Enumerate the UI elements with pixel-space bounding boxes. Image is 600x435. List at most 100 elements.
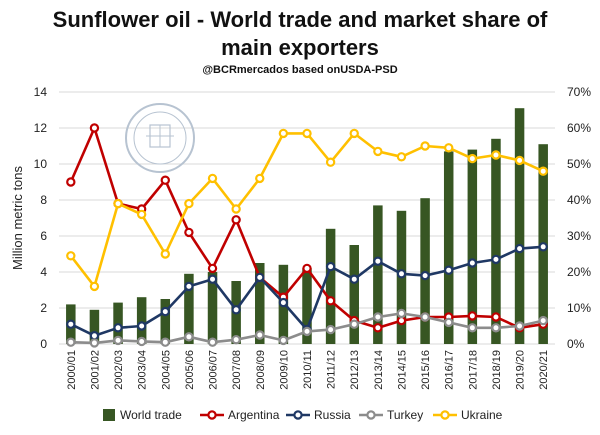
y2-tick-label: 50% <box>567 157 591 171</box>
point-argentina <box>467 311 478 321</box>
point-russia <box>66 319 76 329</box>
line-series <box>66 123 548 348</box>
legend-marker-turkey <box>366 410 376 420</box>
point-turkey <box>514 321 525 331</box>
point-ukraine <box>420 141 430 151</box>
point-ukraine <box>278 128 289 139</box>
point-ukraine <box>491 150 501 160</box>
x-tick-label: 2017/18 <box>467 350 479 390</box>
point-argentina <box>160 175 170 185</box>
point-ukraine <box>184 198 194 209</box>
chart-title-line-1: Sunflower oil - World trade and market s… <box>52 7 548 32</box>
bar-world-trade <box>160 299 171 344</box>
legend-marker-argentina <box>207 410 217 420</box>
point-ukraine <box>349 128 359 139</box>
x-tick-label: 2018/19 <box>491 350 503 390</box>
y2-tick-label: 20% <box>567 265 591 279</box>
y2-tick-label: 30% <box>567 229 591 243</box>
y-tick-label: 6 <box>40 229 47 243</box>
point-turkey <box>349 319 359 329</box>
point-russia <box>467 258 478 268</box>
y-tick-label: 4 <box>40 265 47 279</box>
point-ukraine <box>255 173 265 184</box>
y-tick-label: 0 <box>40 337 47 351</box>
y-tick-label: 8 <box>40 193 47 207</box>
bar-world-trade <box>349 245 359 344</box>
bar-world-trade <box>302 268 312 344</box>
bar-world-trade <box>136 297 147 344</box>
point-russia <box>420 270 430 281</box>
point-ukraine <box>467 153 478 164</box>
x-tick-label: 2000/01 <box>66 350 78 390</box>
point-ukraine <box>113 198 123 209</box>
y-tick-label: 10 <box>34 157 48 171</box>
bar-world-trade <box>373 205 383 344</box>
bar-world-trade <box>443 151 454 344</box>
y2-tick-label: 0% <box>567 337 585 351</box>
bar-world-trade <box>514 108 525 344</box>
point-turkey <box>538 315 548 326</box>
left-axis-ticks: 0 2 4 6 8 10 12 14 <box>34 85 48 351</box>
point-argentina <box>302 263 312 274</box>
y-axis-label: Million metric tons <box>10 165 25 270</box>
legend-marker-ukraine <box>440 410 450 420</box>
x-tick-label: 2006/07 <box>208 350 220 390</box>
point-russia <box>373 256 383 266</box>
point-argentina <box>325 296 336 306</box>
point-russia <box>231 305 241 315</box>
point-turkey <box>467 323 478 333</box>
y2-tick-label: 10% <box>567 301 591 315</box>
point-argentina <box>66 177 76 187</box>
point-turkey <box>207 337 218 347</box>
x-tick-label: 2001/02 <box>89 350 101 390</box>
point-ukraine <box>207 173 218 184</box>
bar-world-trade <box>207 272 218 344</box>
bar-world-trade <box>491 138 501 344</box>
x-tick-label: 2004/05 <box>160 350 172 390</box>
bar-world-trade <box>89 309 100 344</box>
point-turkey <box>325 324 336 335</box>
legend-label-russia: Russia <box>314 408 351 422</box>
point-turkey <box>373 312 383 322</box>
point-ukraine <box>231 204 241 214</box>
x-tick-label: 2007/08 <box>231 350 243 390</box>
point-turkey <box>444 317 454 328</box>
x-tick-label: 2010/11 <box>302 350 314 389</box>
chart-title: Sunflower oil - World trade and market s… <box>0 6 600 62</box>
x-tick-label: 2009/10 <box>278 350 290 390</box>
point-turkey <box>396 308 407 319</box>
point-ukraine <box>444 143 454 153</box>
legend-label-turkey: Turkey <box>387 408 423 422</box>
point-argentina <box>207 263 218 274</box>
legend-label-argentina: Argentina <box>228 408 280 422</box>
x-tick-label: 2015/16 <box>420 350 432 390</box>
point-turkey <box>491 323 501 333</box>
point-russia <box>396 269 407 279</box>
x-tick-label: 2019/20 <box>515 350 527 390</box>
point-turkey <box>302 326 312 337</box>
bars-world-trade <box>66 108 548 344</box>
chart-subtitle: @BCRmercados based onUSDA-PSD <box>202 64 398 76</box>
x-tick-label: 2002/03 <box>113 350 125 390</box>
legend-marker-russia <box>293 410 303 420</box>
point-russia <box>207 274 218 284</box>
point-turkey <box>136 336 147 347</box>
point-russia <box>136 321 147 331</box>
bcr-seal-watermark <box>125 103 195 173</box>
right-axis-ticks: 0% 10% 20% 30% 40% 50% 60% 70% <box>567 85 591 351</box>
bar-world-trade <box>184 273 194 344</box>
point-turkey <box>113 335 123 346</box>
point-ukraine <box>160 249 170 259</box>
x-tick-label: 2008/09 <box>255 350 267 390</box>
point-russia <box>538 242 548 252</box>
point-ukraine <box>538 166 548 176</box>
point-russia <box>255 272 265 283</box>
y2-tick-label: 40% <box>567 193 591 207</box>
x-tick-label: 2003/04 <box>137 350 149 390</box>
point-russia <box>325 261 336 272</box>
legend-label-world-trade: World trade <box>120 408 182 422</box>
legend-swatch-world-trade <box>103 409 115 421</box>
y-tick-label: 12 <box>34 121 48 135</box>
point-russia <box>491 254 501 265</box>
